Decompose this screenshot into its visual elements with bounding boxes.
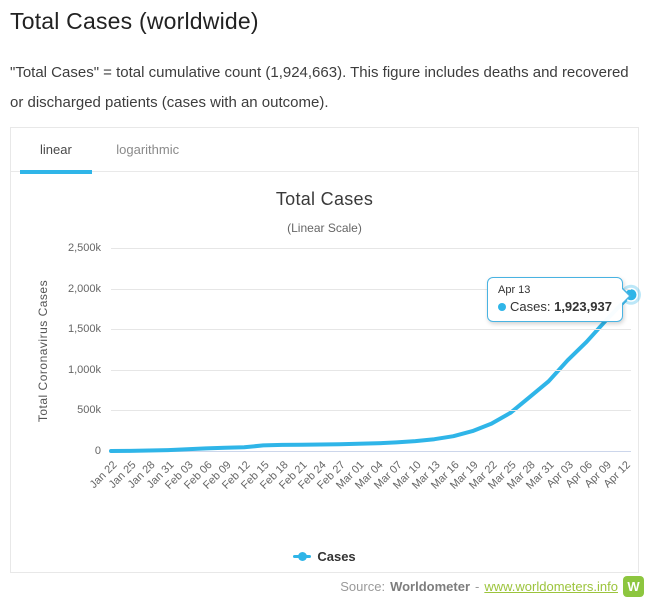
page-description: "Total Cases" = total cumulative count (… [10, 64, 629, 111]
tab-logarithmic[interactable]: logarithmic [116, 142, 180, 157]
source-prefix: Source: [340, 579, 386, 594]
page-title: Total Cases (worldwide) [10, 8, 259, 34]
gridline [111, 329, 631, 331]
chart-title: Total Cases [275, 189, 374, 209]
tooltip-row: Cases: 1,923,937 [498, 299, 612, 314]
y-tick-label: 500k [77, 404, 101, 417]
chart-subtitle: (Linear Scale) [287, 221, 362, 235]
line-marker-icon [293, 552, 312, 561]
tooltip-value: 1,923,937 [554, 298, 612, 314]
y-tick-label: 2,000k [67, 282, 101, 295]
source-line: Source: Worldometer - www.worldometers.i… [340, 576, 644, 597]
legend-label: Cases [317, 549, 356, 564]
gridline [111, 369, 631, 371]
chart-area: Total Cases (Linear Scale) Total Coronav… [11, 172, 641, 572]
y-tick-label: 1,000k [67, 363, 101, 376]
y-tick-label: 2,500k [67, 242, 101, 254]
gridline [111, 410, 631, 412]
tooltip-series-label: Cases: [510, 298, 551, 314]
source-separator: - [475, 579, 480, 594]
y-axis-title: Total Coronavirus Cases [36, 279, 50, 423]
legend-item-cases[interactable]: Cases [293, 549, 356, 564]
gridline [111, 288, 631, 290]
plot-area[interactable]: Apr 13 Cases: 1,923,937 0 500k 1,000k 1,500… [68, 242, 641, 492]
source-name: Worldometer [390, 579, 470, 594]
scale-tabs: linear logarithmic [11, 128, 638, 174]
tooltip-date: Apr 13 [498, 283, 531, 296]
worldometer-logo-icon[interactable]: W [623, 576, 644, 597]
series-dot-icon [498, 302, 506, 311]
tooltip: Apr 13 Cases: 1,923,937 [487, 276, 631, 322]
chart-card: linear logarithmic Total Cases (Linear S… [10, 127, 641, 573]
legend: Cases [11, 548, 638, 566]
x-axis-line [111, 451, 631, 452]
source-link[interactable]: www.worldometers.info [484, 579, 618, 594]
y-tick-label: 0 [94, 445, 101, 457]
gridline [111, 248, 631, 249]
tab-linear[interactable]: linear [20, 128, 92, 174]
y-tick-label: 1,500k [67, 323, 101, 336]
